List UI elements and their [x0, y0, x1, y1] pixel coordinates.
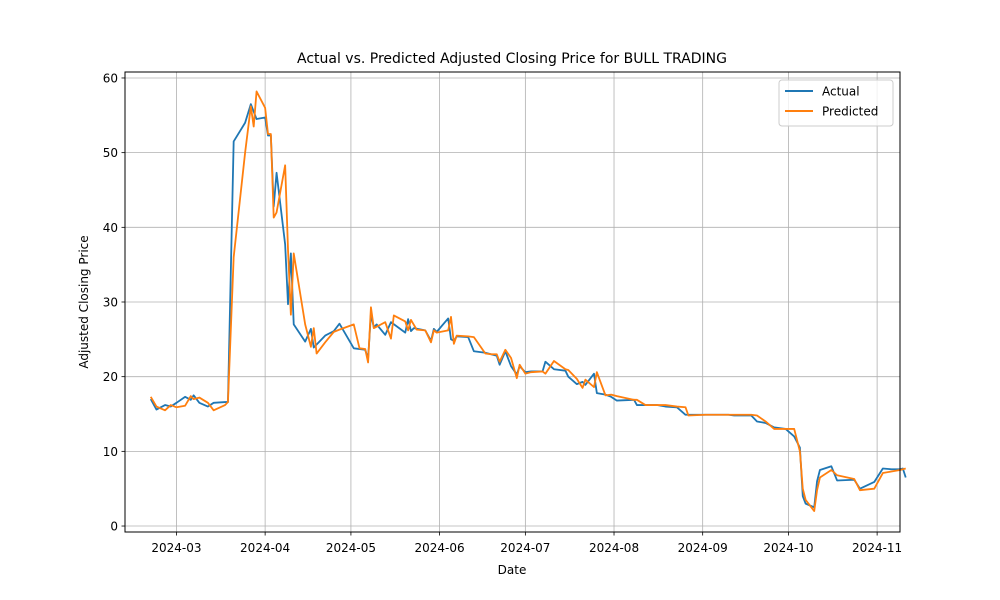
series-line-predicted — [149, 90, 906, 512]
y-tick-label: 10 — [103, 445, 118, 459]
x-tick-label: 2024-09 — [678, 541, 728, 555]
x-axis: 2024-03 2024-04 2024-05 2024-06 2024-07 2024-… — [151, 532, 902, 555]
x-tick-label: 2024-05 — [326, 541, 376, 555]
y-tick-label: 0 — [110, 520, 118, 534]
x-tick-label: 2024-07 — [500, 541, 550, 555]
x-axis-title: Date — [498, 563, 527, 577]
y-tick-label: 50 — [103, 146, 118, 160]
x-tick-label: 2024-06 — [415, 541, 465, 555]
y-tick-label: 40 — [103, 221, 118, 235]
legend-label-actual: Actual — [822, 85, 860, 99]
legend: Actual Predicted — [778, 79, 894, 127]
plot-area — [149, 90, 907, 512]
chart-title: Actual vs. Predicted Adjusted Closing Pr… — [297, 51, 727, 67]
x-tick-label: 2024-11 — [852, 541, 902, 555]
y-tick-label: 60 — [103, 71, 118, 85]
x-tick-label: 2024-04 — [240, 541, 290, 555]
x-tick-label: 2024-10 — [763, 541, 813, 555]
x-tick-label: 2024-03 — [151, 541, 201, 555]
y-axis: 0 10 20 30 40 50 60 — [103, 71, 125, 534]
y-tick-label: 20 — [103, 370, 118, 384]
legend-label-predicted: Predicted — [822, 105, 878, 119]
y-axis-title: Adjusted Closing Price — [77, 235, 91, 368]
x-tick-label: 2024-08 — [589, 541, 639, 555]
y-tick-label: 30 — [103, 296, 118, 310]
grid — [125, 72, 900, 532]
